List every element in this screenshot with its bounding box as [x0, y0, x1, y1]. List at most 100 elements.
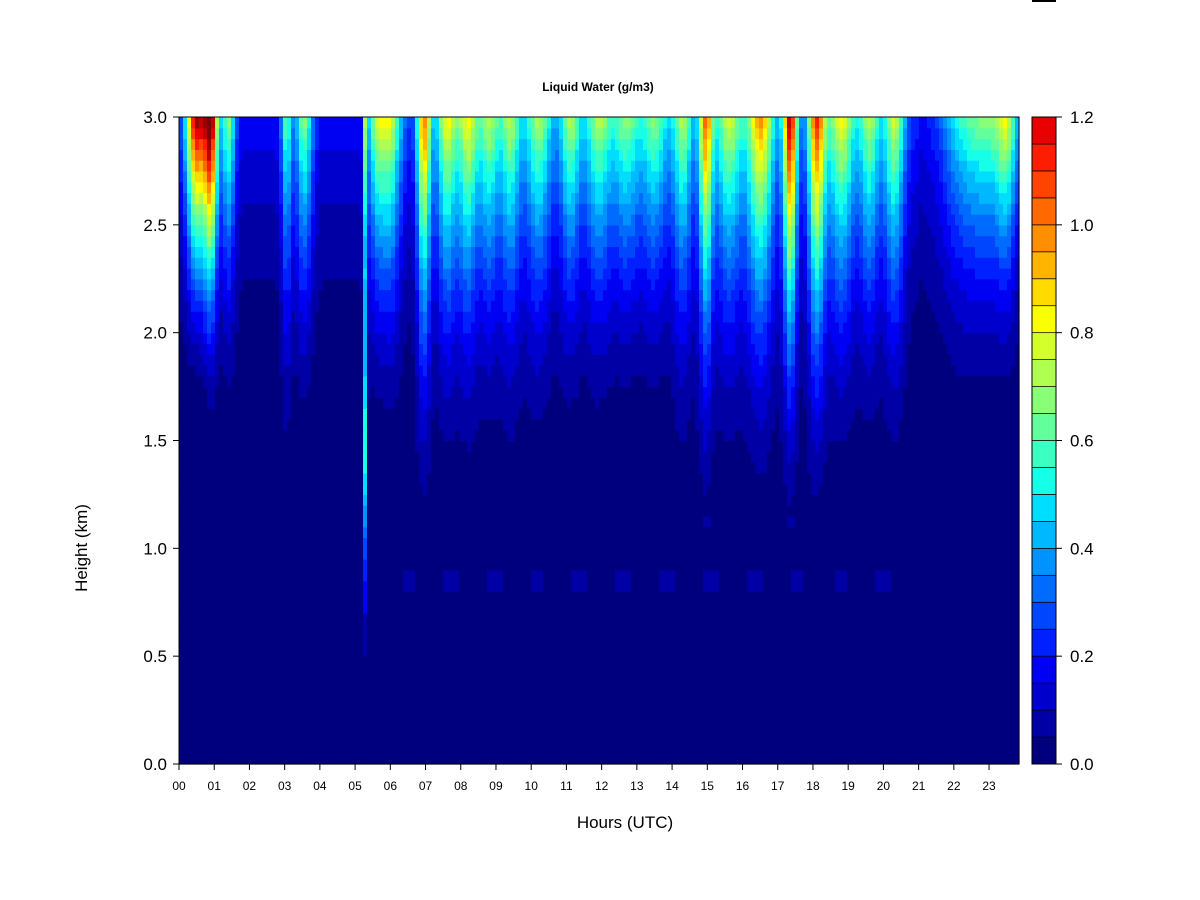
- heatmap-cell: [707, 538, 712, 549]
- heatmap-cell: [179, 721, 184, 732]
- heatmap-cell: [403, 678, 408, 689]
- heatmap-cell: [875, 581, 880, 592]
- heatmap-cell: [943, 678, 948, 689]
- heatmap-cell: [575, 516, 580, 527]
- heatmap-cell: [251, 516, 256, 527]
- heatmap-cell: [431, 559, 436, 570]
- heatmap-cell: [959, 613, 964, 624]
- heatmap-cell: [847, 710, 852, 721]
- heatmap-cell: [611, 527, 616, 538]
- heatmap-cell: [335, 591, 340, 602]
- heatmap-cell: [899, 538, 904, 549]
- heatmap-cell: [603, 667, 608, 678]
- heatmap-cell: [203, 689, 208, 700]
- heatmap-cell: [307, 570, 312, 581]
- heatmap-cell: [967, 538, 972, 549]
- heatmap-cell: [939, 710, 944, 721]
- heatmap-cell: [875, 516, 880, 527]
- heatmap-cell: [987, 591, 992, 602]
- heatmap-cell: [887, 699, 892, 710]
- heatmap-cell: [715, 624, 720, 635]
- heatmap-cell: [267, 581, 272, 592]
- heatmap-cell: [947, 678, 952, 689]
- heatmap-cell: [335, 538, 340, 549]
- heatmap-cell: [723, 678, 728, 689]
- heatmap-cell: [763, 678, 768, 689]
- heatmap-cell: [831, 538, 836, 549]
- heatmap-cell: [427, 678, 432, 689]
- heatmap-cell: [223, 527, 228, 538]
- heatmap-cell: [463, 732, 468, 743]
- heatmap-cell: [243, 527, 248, 538]
- heatmap-cell: [567, 613, 572, 624]
- heatmap-cell: [855, 667, 860, 678]
- heatmap-cell: [747, 516, 752, 527]
- heatmap-cell: [519, 753, 524, 764]
- heatmap-cell: [779, 721, 784, 732]
- heatmap-cell: [451, 505, 456, 516]
- heatmap-cell: [243, 721, 248, 732]
- heatmap-cell: [215, 505, 220, 516]
- heatmap-cell: [291, 667, 296, 678]
- heatmap-cell: [643, 602, 648, 613]
- heatmap-cell: [783, 591, 788, 602]
- heatmap-cell: [667, 602, 672, 613]
- heatmap-cell: [407, 721, 412, 732]
- heatmap-cell: [755, 699, 760, 710]
- heatmap-cell: [791, 667, 796, 678]
- heatmap-cell: [479, 548, 484, 559]
- heatmap-cell: [271, 527, 276, 538]
- heatmap-cell: [203, 527, 208, 538]
- heatmap-cell: [487, 699, 492, 710]
- heatmap-cell: [663, 581, 668, 592]
- heatmap-cell: [411, 667, 416, 678]
- heatmap-cell: [591, 559, 596, 570]
- heatmap-cell: [755, 559, 760, 570]
- heatmap-cell: [587, 645, 592, 656]
- heatmap-cell: [819, 699, 824, 710]
- heatmap-cell: [783, 753, 788, 764]
- heatmap-cell: [403, 732, 408, 743]
- heatmap-cell: [699, 527, 704, 538]
- heatmap-cell: [611, 559, 616, 570]
- heatmap-cell: [855, 689, 860, 700]
- heatmap-cell: [231, 667, 236, 678]
- heatmap-cell: [239, 516, 244, 527]
- heatmap-cell: [363, 548, 368, 559]
- heatmap-cell: [535, 516, 540, 527]
- heatmap-cell: [439, 527, 444, 538]
- heatmap-cell: [871, 516, 876, 527]
- heatmap-cell: [747, 591, 752, 602]
- heatmap-cell: [699, 721, 704, 732]
- heatmap-cell: [931, 581, 936, 592]
- heatmap-cell: [963, 721, 968, 732]
- heatmap-cell: [647, 505, 652, 516]
- heatmap-cell: [931, 710, 936, 721]
- heatmap-cell: [367, 559, 372, 570]
- heatmap-cell: [695, 538, 700, 549]
- heatmap-cell: [603, 538, 608, 549]
- heatmap-cell: [763, 527, 768, 538]
- heatmap-cell: [407, 581, 412, 592]
- heatmap-cell: [1011, 699, 1016, 710]
- heatmap-cell: [183, 613, 188, 624]
- heatmap-cell: [555, 548, 560, 559]
- heatmap-cell: [703, 667, 708, 678]
- heatmap-cell: [731, 527, 736, 538]
- heatmap-cell: [747, 613, 752, 624]
- heatmap-cell: [919, 581, 924, 592]
- heatmap-cell: [463, 613, 468, 624]
- heatmap-cell: [967, 667, 972, 678]
- heatmap-cell: [827, 538, 832, 549]
- heatmap-cell: [847, 570, 852, 581]
- heatmap-cell: [359, 667, 364, 678]
- heatmap-cell: [587, 656, 592, 667]
- heatmap-cell: [923, 624, 928, 635]
- heatmap-cell: [843, 613, 848, 624]
- heatmap-cell: [795, 732, 800, 743]
- heatmap-cell: [211, 602, 216, 613]
- heatmap-cell: [419, 527, 424, 538]
- heatmap-cell: [407, 689, 412, 700]
- heatmap-cell: [287, 602, 292, 613]
- heatmap-cell: [879, 538, 884, 549]
